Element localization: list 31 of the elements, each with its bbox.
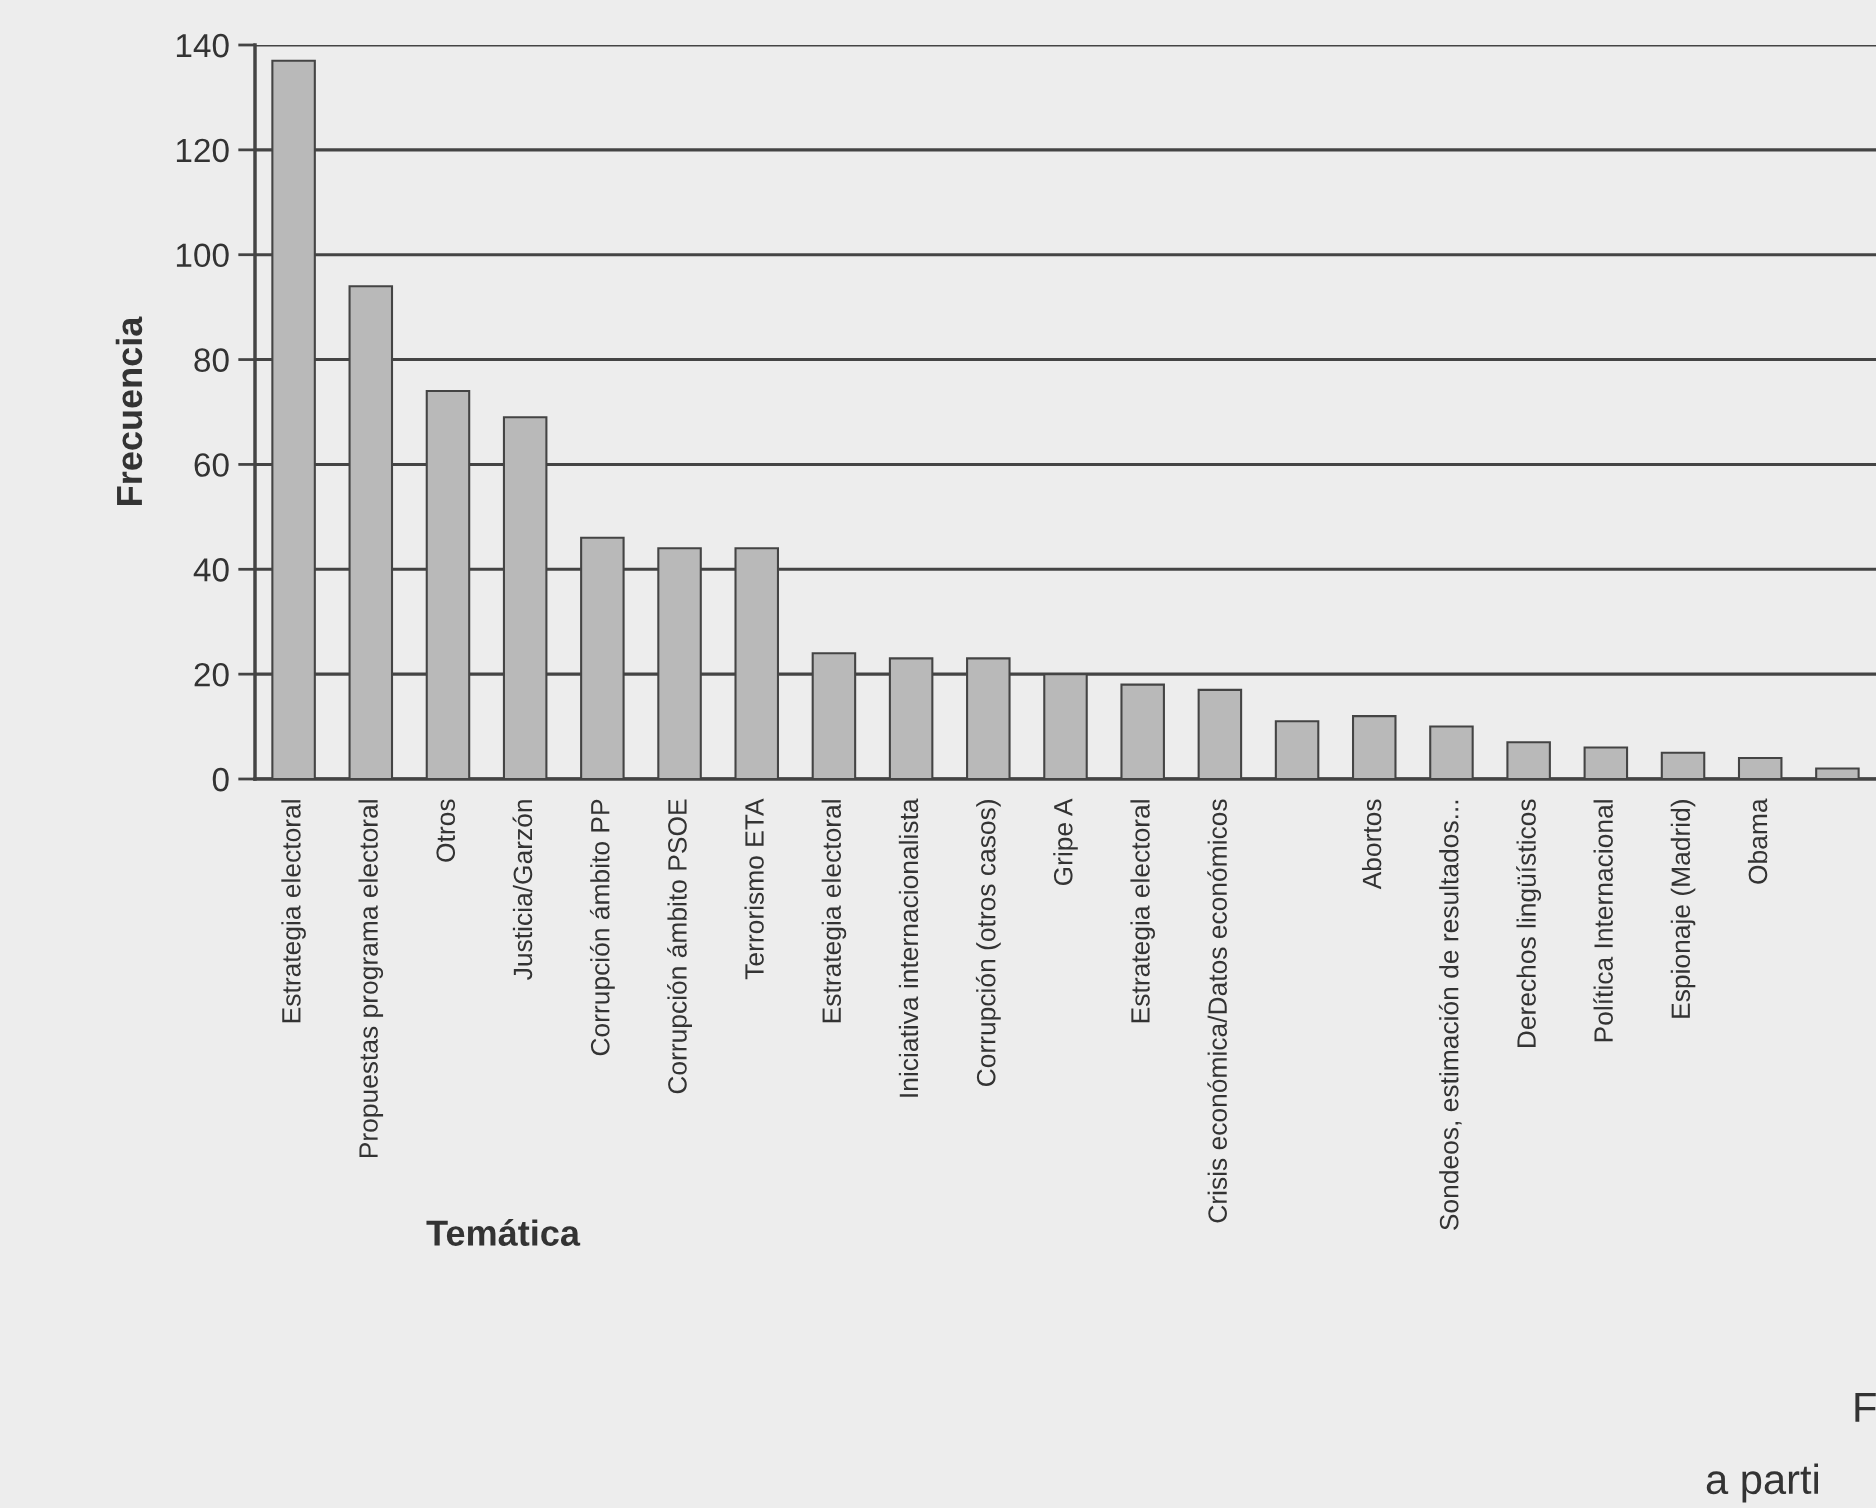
x-tick-label: Terrorismo ETA — [744, 798, 764, 980]
x-tick-label: Corrupción ámbito PP — [589, 799, 615, 1056]
y-tick-label: 100 — [176, 243, 229, 268]
y-tick-label: 40 — [193, 558, 229, 582]
x-tick-label: Otros — [436, 799, 456, 862]
y-tick-label: 140 — [176, 33, 229, 58]
x-tick-label: Gripe A — [1053, 798, 1078, 886]
y-tick-label: 20 — [194, 662, 229, 687]
text: F — [1855, 1393, 1876, 1422]
x-tick-label: Iniciativa internacionalista — [898, 798, 919, 1097]
x-tick-label: Estrategia electoral — [281, 800, 306, 1023]
y-tick-label: 0 — [212, 767, 229, 792]
x-tick-label: Justicia/Garzón — [512, 800, 533, 980]
y-axis-title: Frecuencia — [115, 316, 143, 505]
x-tick-label: Crisis económica/Datos económicos — [1207, 799, 1227, 1223]
x-tick-label: Política Internacional — [1593, 800, 1613, 1042]
x-axis-title: Temática — [426, 1219, 581, 1246]
x-tick-label: Propuestas programa electoral — [358, 800, 384, 1158]
x-tick-label: Estrategia electoral — [821, 800, 847, 1023]
x-tick-label: Derechos lingüísticos — [1516, 799, 1542, 1048]
y-tick-label: 80 — [194, 348, 229, 372]
x-tick-label: Abortos — [1361, 799, 1382, 890]
x-tick-label: Corrupción ámbito PSOE — [667, 799, 692, 1094]
x-tick-label: Espionaje (Madrid) — [1670, 800, 1696, 1018]
y-tick-label: 120 — [176, 138, 229, 163]
x-tick-label: Estrategia electoral — [1130, 800, 1155, 1023]
x-tick-label: Sondeos, estimación de resultados... — [1438, 800, 1462, 1230]
text: a parti — [1706, 1463, 1818, 1503]
y-tick-label: 60 — [194, 453, 229, 477]
x-tick-label: Corrupción (otros casos) — [975, 800, 1001, 1086]
x-tick-label: Obama — [1747, 798, 1768, 884]
